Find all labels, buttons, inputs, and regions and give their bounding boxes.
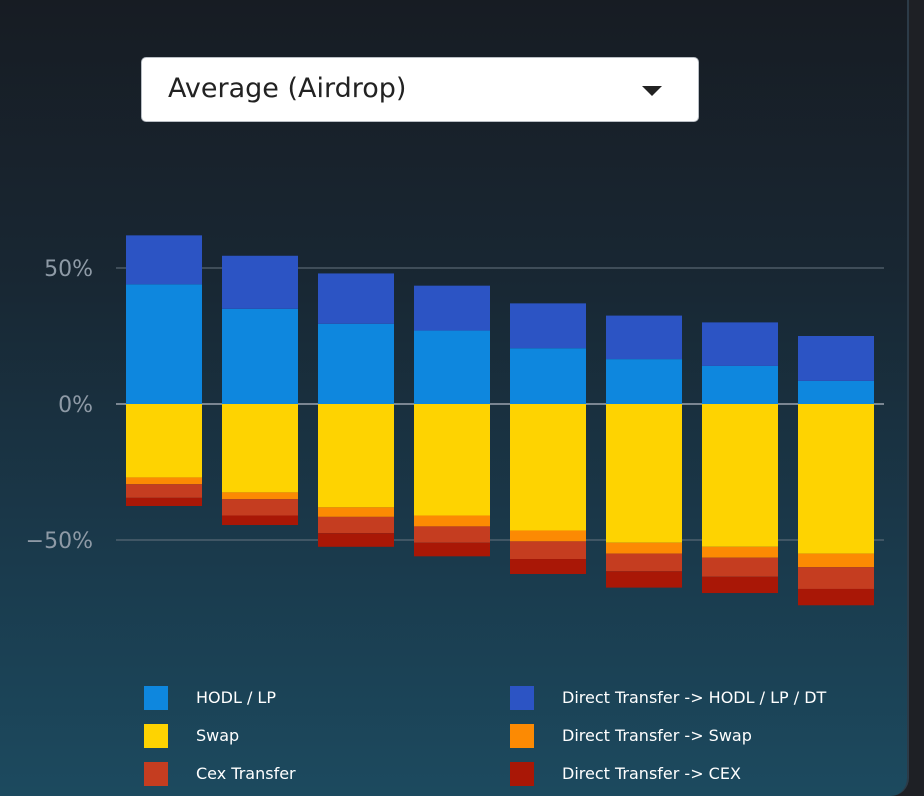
legend-swatch	[510, 762, 534, 786]
legend-swatch	[510, 724, 534, 748]
bar-direct-transfer-cex-14d	[414, 542, 490, 557]
legend-label: HODL / LP	[196, 688, 276, 707]
bar-hodl-lp-current	[798, 380, 874, 404]
bar-direct-transfer-cex-60d	[606, 571, 682, 588]
bar-direct-transfer-hodl-lp-dt-14d	[414, 285, 490, 331]
bar-cex-transfer-7d	[318, 516, 394, 534]
legend-label: Swap	[196, 726, 240, 745]
bar-direct-transfer-hodl-lp-dt-7d	[318, 273, 394, 324]
metric-dropdown[interactable]: Average (Airdrop)	[141, 57, 699, 122]
legend-label: Direct Transfer -> HODL / LP / DT	[562, 688, 827, 707]
bar-direct-transfer-swap-14d	[414, 515, 490, 527]
bar-cex-transfer-30d	[510, 541, 586, 560]
bar-cex-transfer-current	[798, 567, 874, 589]
y-tick-label: 50%	[44, 257, 93, 282]
bar-hodl-lp-3d	[222, 308, 298, 404]
bar-direct-transfer-swap-7d	[318, 507, 394, 517]
bar-swap-90d	[702, 404, 778, 547]
bar-cex-transfer-14d	[414, 526, 490, 543]
bar-direct-transfer-hodl-lp-dt-24h	[126, 235, 202, 285]
bar-direct-transfer-cex-90d	[702, 576, 778, 594]
bar-cex-transfer-3d	[222, 499, 298, 516]
bar-direct-transfer-hodl-lp-dt-60d	[606, 315, 682, 360]
bar-hodl-lp-7d	[318, 323, 394, 404]
bar-hodl-lp-14d	[414, 330, 490, 404]
bar-direct-transfer-swap-30d	[510, 530, 586, 542]
stacked-bar-chart: 50%0%−50%24h3d7d14d30d60d90dCurrent	[26, 235, 884, 606]
bar-cex-transfer-90d	[702, 557, 778, 577]
bar-hodl-lp-90d	[702, 365, 778, 404]
legend-swatch	[510, 686, 534, 710]
bar-cex-transfer-60d	[606, 553, 682, 572]
bar-direct-transfer-swap-24h	[126, 477, 202, 485]
bar-direct-transfer-swap-90d	[702, 546, 778, 558]
bar-swap-7d	[318, 404, 394, 508]
legend-swatch	[144, 686, 168, 710]
bar-swap-14d	[414, 404, 490, 516]
bar-direct-transfer-hodl-lp-dt-90d	[702, 322, 778, 366]
bar-swap-24h	[126, 404, 202, 478]
bar-swap-30d	[510, 404, 586, 531]
bar-swap-current	[798, 404, 874, 554]
bar-direct-transfer-hodl-lp-dt-current	[798, 336, 874, 381]
bar-direct-transfer-cex-24h	[126, 497, 202, 506]
legend-label: Direct Transfer -> Swap	[562, 726, 752, 745]
legend-label: Direct Transfer -> CEX	[562, 764, 741, 783]
legend-swatch	[144, 762, 168, 786]
y-tick-label: 0%	[58, 393, 93, 418]
bar-direct-transfer-cex-30d	[510, 559, 586, 574]
bar-hodl-lp-24h	[126, 284, 202, 404]
bar-direct-transfer-cex-3d	[222, 515, 298, 526]
bar-direct-transfer-hodl-lp-dt-30d	[510, 303, 586, 349]
caret-down-icon[interactable]	[642, 86, 662, 96]
bar-swap-3d	[222, 404, 298, 493]
bar-direct-transfer-swap-current	[798, 553, 874, 568]
bar-direct-transfer-cex-current	[798, 588, 874, 606]
bar-direct-transfer-cex-7d	[318, 533, 394, 547]
bar-hodl-lp-60d	[606, 359, 682, 404]
bar-cex-transfer-24h	[126, 484, 202, 498]
y-tick-label: −50%	[26, 529, 93, 554]
bar-direct-transfer-swap-60d	[606, 542, 682, 554]
bar-swap-60d	[606, 404, 682, 543]
legend-swatch	[144, 724, 168, 748]
bar-direct-transfer-swap-3d	[222, 492, 298, 500]
bar-hodl-lp-30d	[510, 348, 586, 404]
legend-label: Cex Transfer	[196, 764, 296, 783]
bar-direct-transfer-hodl-lp-dt-3d	[222, 255, 298, 309]
dropdown-selected-value: Average (Airdrop)	[168, 73, 407, 104]
